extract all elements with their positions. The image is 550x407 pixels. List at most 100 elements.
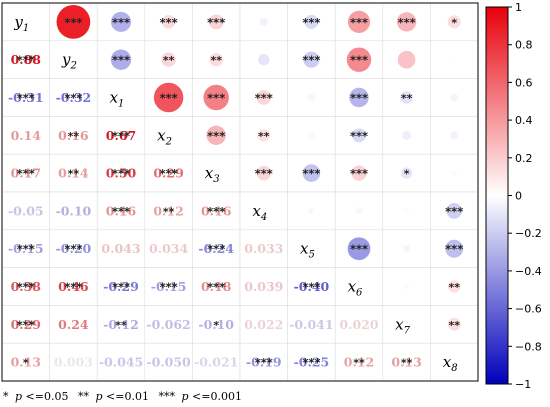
matrix-cell bbox=[144, 116, 193, 155]
coefficient-label: -0.021 bbox=[194, 355, 238, 370]
significance-stars: *** bbox=[302, 356, 320, 370]
coefficient-label: 0.039 bbox=[244, 279, 283, 294]
correlation-circle bbox=[203, 84, 229, 111]
correlation-circle bbox=[447, 15, 461, 29]
colorbar-tick-label: 0 bbox=[515, 190, 522, 203]
significance-stars: ** bbox=[163, 205, 175, 218]
coefficient-label: 0.022 bbox=[244, 317, 283, 332]
variable-label-subscript: 8 bbox=[451, 363, 457, 374]
significance-stars: ** bbox=[163, 54, 175, 67]
variable-label-base: x bbox=[395, 315, 404, 333]
matrix-cell bbox=[49, 78, 98, 117]
variable-label-base: x bbox=[110, 89, 119, 107]
matrix-cell bbox=[287, 267, 336, 306]
coefficient-label: 0.38 bbox=[11, 279, 42, 294]
significance-stars: *** bbox=[302, 53, 320, 67]
significance-stars: *** bbox=[398, 15, 416, 29]
footnote-p-2: p bbox=[95, 390, 102, 403]
coefficient-label: 0.033 bbox=[244, 241, 283, 256]
matrix-cell bbox=[192, 342, 241, 382]
coefficient-label: 0.034 bbox=[149, 241, 188, 256]
footnote-star-3: *** bbox=[158, 390, 175, 403]
significance-stars: *** bbox=[112, 280, 130, 294]
correlation-circle bbox=[208, 14, 224, 30]
significance-stars: *** bbox=[160, 15, 178, 29]
footnote-p-1: p bbox=[15, 390, 22, 403]
matrix-cell bbox=[96, 78, 146, 117]
significance-stars: *** bbox=[17, 167, 35, 181]
correlation-circle bbox=[56, 5, 91, 39]
significance-stars: *** bbox=[350, 167, 368, 181]
matrix-cell bbox=[49, 191, 98, 231]
variable-label-base: x bbox=[300, 240, 309, 258]
variable-label-y2: y2 bbox=[61, 51, 77, 72]
matrix-cell bbox=[144, 191, 193, 231]
matrix-cell bbox=[382, 305, 431, 344]
significance-stars: *** bbox=[64, 280, 82, 294]
coefficient-label: -0.041 bbox=[289, 317, 333, 332]
significance-stars: *** bbox=[112, 167, 130, 181]
significance-stars: *** bbox=[207, 129, 225, 143]
variable-label-x6: x6 bbox=[348, 278, 363, 299]
matrix-cell bbox=[334, 267, 384, 306]
variable-label-subscript: 5 bbox=[308, 250, 314, 261]
matrix-cell bbox=[239, 191, 288, 231]
variable-label-base: y bbox=[61, 51, 71, 69]
significance-stars: *** bbox=[207, 204, 225, 218]
matrix-cell bbox=[49, 267, 98, 306]
coefficient-label: -0.12 bbox=[103, 317, 139, 332]
colorbar-gradient bbox=[485, 6, 509, 385]
significance-stars: *** bbox=[160, 167, 178, 181]
significance-stars: *** bbox=[350, 53, 368, 67]
matrix-cell bbox=[1, 78, 50, 117]
matrix-cell bbox=[334, 342, 384, 382]
significance-stars: *** bbox=[350, 91, 368, 105]
significance-stars: ** bbox=[115, 319, 127, 332]
correlation-circle bbox=[308, 131, 315, 139]
correlation-circle bbox=[153, 82, 184, 113]
significance-stars: ** bbox=[68, 168, 80, 181]
matrix-cell bbox=[1, 342, 50, 382]
correlation-circle bbox=[400, 167, 413, 179]
significance-stars: *** bbox=[445, 204, 463, 218]
correlation-circle bbox=[403, 208, 410, 214]
coefficient-label: 0.13 bbox=[391, 355, 421, 370]
significance-stars: *** bbox=[302, 167, 320, 181]
matrix-cell bbox=[192, 153, 241, 193]
matrix-cell bbox=[144, 267, 193, 306]
significance-stars: * bbox=[213, 319, 219, 332]
correlation-circle bbox=[110, 11, 132, 32]
coefficient-label: -0.24 bbox=[198, 241, 234, 256]
coefficient-label: -0.10 bbox=[56, 203, 92, 218]
colorbar-tick-label: 0.2 bbox=[515, 152, 533, 165]
correlation-circle bbox=[402, 245, 411, 253]
correlation-circle bbox=[258, 54, 270, 66]
matrix-cell bbox=[144, 305, 193, 344]
correlation-circle bbox=[351, 165, 367, 181]
significance-stars: *** bbox=[17, 53, 35, 67]
coefficient-label: 0.24 bbox=[58, 317, 89, 332]
variable-label-base: x bbox=[205, 164, 214, 182]
matrix-cell bbox=[287, 229, 336, 268]
coefficient-label: 0.17 bbox=[11, 166, 41, 181]
coefficient-label: -0.29 bbox=[103, 279, 139, 294]
variable-label-base: y bbox=[13, 13, 23, 31]
coefficient-label: 0.18 bbox=[201, 279, 232, 294]
significance-stars: *** bbox=[207, 242, 225, 256]
coefficient-label: 0.14 bbox=[11, 128, 42, 143]
matrix-frame bbox=[1, 2, 479, 382]
correlation-circle bbox=[308, 207, 315, 215]
colorbar-tick-label: 0.8 bbox=[515, 39, 533, 52]
matrix-cell bbox=[49, 305, 98, 344]
variable-label-x5: x5 bbox=[300, 240, 315, 261]
correlation-circle bbox=[307, 93, 316, 102]
correlation-circle bbox=[446, 203, 463, 219]
significance-stars: ** bbox=[448, 281, 460, 294]
colorbar-tick-label: −0.8 bbox=[515, 340, 542, 353]
variable-label-x8: x8 bbox=[443, 353, 458, 374]
significance-stars: *** bbox=[255, 356, 273, 370]
correlation-circle bbox=[352, 128, 366, 143]
significance-stars: *** bbox=[160, 280, 178, 294]
significance-stars: * bbox=[23, 357, 29, 370]
significance-stars: *** bbox=[302, 280, 320, 294]
